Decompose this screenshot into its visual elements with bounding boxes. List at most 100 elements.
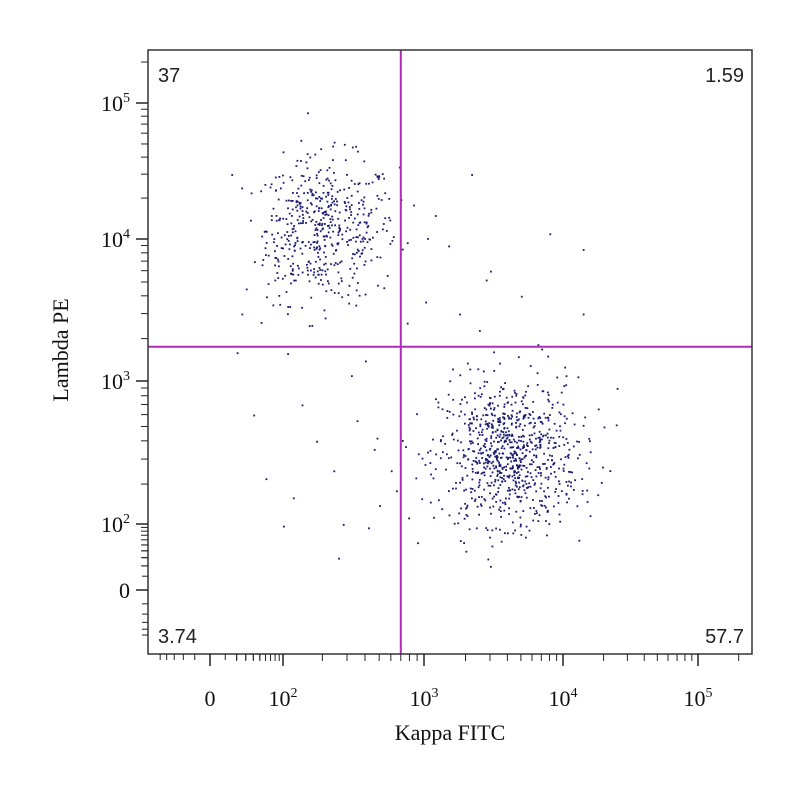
cluster-1-point — [340, 260, 343, 263]
cluster-1-point — [291, 255, 294, 258]
cluster-2-point — [499, 472, 501, 474]
cluster-2-point — [494, 478, 497, 481]
cluster-2-point — [529, 485, 532, 488]
cluster-1-point — [275, 215, 278, 217]
cluster-1-point — [330, 198, 333, 200]
cluster-2-point — [485, 408, 488, 411]
cluster-1-point — [283, 234, 286, 237]
cluster-1-point — [348, 187, 350, 189]
cluster-1-point — [316, 229, 319, 231]
x-tick-label-exponent: 5 — [706, 686, 713, 701]
cluster-2-point — [548, 454, 551, 457]
cluster-2-point — [477, 394, 480, 397]
x-axis-title: Kappa FITC — [395, 720, 506, 745]
cluster-1-point — [278, 176, 281, 178]
cluster-1-point — [317, 282, 320, 285]
cluster-2-point — [548, 495, 550, 498]
cluster-1-point — [298, 215, 301, 218]
cluster-2-point — [554, 446, 557, 449]
cluster-2-point — [472, 416, 475, 419]
cluster-2-point — [510, 423, 513, 426]
cluster-2-point — [493, 453, 496, 455]
cluster-1-point — [294, 279, 297, 282]
cluster-2-point — [518, 481, 520, 484]
cluster-2-point — [470, 491, 473, 494]
cluster-1-point — [332, 252, 335, 255]
cluster-2-point — [540, 472, 542, 474]
cluster-1-point — [278, 295, 281, 297]
cluster-2-point — [539, 417, 542, 419]
cluster-1-point — [361, 249, 364, 252]
cluster-1-point — [298, 267, 300, 270]
scatter-point — [578, 539, 581, 542]
cluster-2-point — [539, 440, 542, 443]
cluster-1-point — [319, 247, 322, 250]
cluster-2-point — [504, 382, 506, 384]
cluster-2-point — [523, 424, 526, 427]
cluster-1-point — [328, 205, 330, 207]
cluster-2-point — [562, 470, 565, 472]
cluster-1-point — [325, 210, 327, 213]
cluster-2-point — [524, 455, 527, 458]
cluster-2-point — [477, 443, 479, 445]
cluster-1-point — [261, 264, 264, 267]
cluster-1-point — [269, 186, 272, 189]
cluster-1-point — [323, 263, 325, 266]
cluster-2-point — [586, 489, 589, 492]
cluster-2-point — [535, 437, 537, 440]
cluster-1-point — [288, 248, 291, 251]
cluster-2-point — [565, 375, 568, 378]
cluster-2-point — [527, 445, 529, 447]
cluster-2-point — [492, 464, 495, 467]
cluster-2-point — [500, 439, 502, 442]
cluster-1-point — [316, 234, 319, 237]
cluster-1-point — [287, 240, 290, 242]
cluster-2-point — [537, 436, 540, 439]
cluster-2-point — [497, 420, 499, 423]
cluster-2-point — [463, 489, 465, 492]
cluster-2-point — [469, 368, 472, 371]
cluster-2-point — [460, 441, 462, 444]
cluster-1-point — [287, 207, 289, 210]
cluster-1-point — [362, 203, 364, 206]
cluster-1-point — [348, 284, 351, 287]
cluster-2-point — [512, 479, 515, 482]
cluster-2-point — [510, 414, 513, 417]
cluster-2-point — [484, 423, 487, 426]
cluster-2-point — [489, 454, 492, 457]
cluster-2-point — [514, 391, 516, 394]
cluster-2-point — [518, 411, 521, 414]
cluster-2-point — [524, 394, 527, 397]
cluster-2-point — [470, 440, 473, 443]
scatter-point — [236, 352, 239, 355]
cluster-2-point — [490, 435, 493, 438]
cluster-1-point — [301, 206, 304, 209]
cluster-2-point — [484, 420, 487, 423]
cluster-2-point — [453, 522, 456, 525]
cluster-2-point — [511, 475, 514, 478]
cluster-2-point — [542, 390, 545, 393]
cluster-2-point — [442, 451, 444, 454]
cluster-1-point — [370, 248, 373, 250]
cluster-2-point — [480, 431, 483, 434]
cluster-2-point — [546, 436, 549, 439]
cluster-2-point — [498, 419, 501, 421]
cluster-2-point — [480, 452, 482, 455]
cluster-1-point — [341, 233, 344, 236]
cluster-2-point — [521, 429, 524, 431]
cluster-1-point — [351, 276, 354, 279]
cluster-2-point — [509, 441, 511, 444]
cluster-2-point — [532, 461, 535, 463]
cluster-2-point — [526, 442, 529, 445]
cluster-2-point — [485, 414, 487, 416]
cluster-2-point — [478, 513, 480, 516]
cluster-2-point — [515, 459, 518, 462]
cluster-1-point — [360, 199, 363, 202]
cluster-1-point — [339, 261, 341, 264]
cluster-2-point — [401, 440, 404, 442]
cluster-2-point — [506, 427, 509, 430]
cluster-2-point — [471, 468, 474, 470]
cluster-1-point — [289, 176, 292, 179]
cluster-1-point — [296, 240, 299, 242]
cluster-1-point — [325, 195, 327, 198]
